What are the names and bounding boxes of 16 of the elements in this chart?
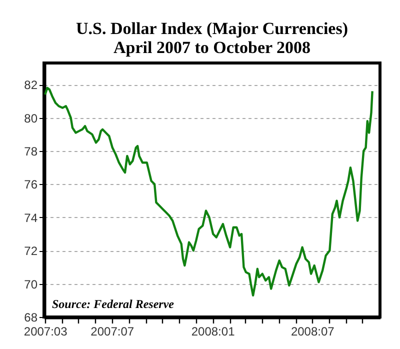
x-tick-label: 2007:07 (90, 324, 134, 338)
x-tick-label: 2007:03 (24, 324, 68, 338)
y-tick-label: 70 (24, 277, 38, 292)
y-tick-label: 76 (24, 178, 38, 192)
annotation: Source: Federal Reserve (52, 297, 175, 311)
chart-title: U.S. Dollar Index (Major Currencies) (76, 19, 348, 38)
y-tick-label: 74 (24, 210, 38, 225)
y-tick-label: 80 (24, 111, 38, 126)
x-tick-label: 2008:01 (191, 324, 236, 338)
y-tick-label: 72 (24, 244, 38, 258)
y-tick-label: 68 (24, 310, 38, 324)
y-tick-label: 78 (24, 144, 38, 158)
line-series (44, 86, 374, 297)
chart-subtitle: April 2007 to October 2008 (113, 38, 311, 57)
y-tick-label: 82 (24, 78, 38, 92)
x-tick-label: 2008:07 (290, 324, 335, 338)
